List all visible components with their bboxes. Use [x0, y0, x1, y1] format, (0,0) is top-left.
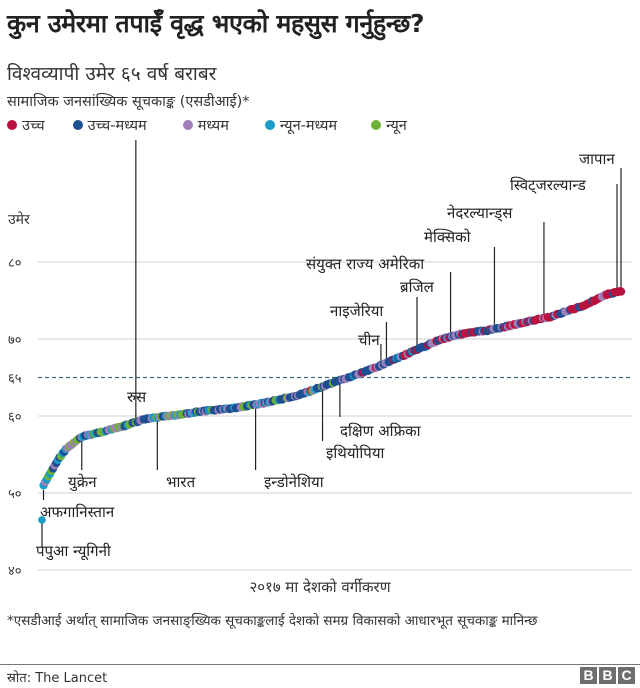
source-text: स्रोत: The Lancet: [7, 671, 108, 686]
footnote: *एसडीआई अर्थात् सामाजिक जनसाङ्ख्यिक सूचक…: [7, 613, 538, 629]
country-label: ब्रजिल: [400, 278, 435, 296]
y-tick-label: ६५: [8, 372, 22, 387]
legend-label: न्यून: [386, 118, 407, 134]
country-label: रुस: [127, 388, 147, 406]
gridlines: [38, 261, 632, 571]
legend-dot-icon: [182, 120, 193, 130]
legend-item-middle: मध्यम: [182, 115, 229, 135]
y-tick-label: ८०: [8, 256, 22, 271]
bbc-logo: B B C: [580, 667, 637, 684]
legend-item-high-middle: उच्च-मध्यम: [72, 115, 147, 135]
legend-item-low-middle: न्यून-मध्यम: [264, 115, 338, 135]
y-tick-label: ६०: [8, 410, 22, 425]
x-axis-label: २०१७ मा देशको वर्गीकरण: [249, 578, 391, 596]
annotation-leader-lines: [41, 140, 622, 548]
country-label: पपुआ न्यूगिनी: [36, 542, 112, 561]
chart-title: कुन उमेरमा तपाईँ वृद्ध भएको महसुस गर्नुह…: [7, 9, 425, 38]
country-label: मेक्सिको: [424, 228, 472, 246]
legend-dot-icon: [371, 120, 382, 130]
y-tick-label: ५०: [8, 487, 22, 502]
legend-item-high: उच्च: [7, 115, 45, 135]
y-tick-label: ७०: [8, 333, 22, 348]
country-label: संयुक्त राज्य अमेरिका: [306, 255, 425, 274]
legend-label: उच्च: [22, 118, 45, 134]
country-label: इन्डोनेशिया: [264, 473, 325, 491]
chart-subtitle: विश्वव्यापी उमेर ६५ वर्ष बराबर: [7, 63, 217, 85]
legend-label: न्यून-मध्यम: [279, 118, 338, 134]
chart-legend-heading: सामाजिक जनसांख्यिक सूचकाङ्क (एसडीआई)*: [7, 94, 250, 110]
bbc-logo-letter: C: [618, 667, 635, 684]
country-label: स्विट्जरल्यान्ड: [510, 176, 587, 194]
y-tick-label: ४०: [8, 564, 22, 579]
y-axis-label: उमेर: [8, 211, 30, 228]
country-label: अफगानिस्तान: [40, 503, 115, 521]
annotation-labels: पपुआ न्यूगिनी अफगानिस्तान युक्रेन रुस भारत इन…: [36, 150, 615, 561]
footer-divider: [0, 664, 640, 665]
legend-dot-icon: [264, 120, 275, 130]
legend-dot-icon: [7, 120, 17, 130]
bbc-logo-letter: B: [580, 667, 597, 684]
legend-label: मध्यम: [197, 118, 229, 134]
country-label: युक्रेन: [68, 473, 97, 492]
country-label: नाइजेरिया: [330, 302, 384, 320]
data-point: [616, 287, 626, 296]
y-axis: ४० ५० ६० ६५ ७० ८० उमेर: [8, 211, 30, 579]
country-label: नेदरल्यान्ड्स: [447, 204, 513, 222]
legend-item-low: न्यून: [371, 115, 407, 135]
country-label: दक्षिण अफ्रिका: [340, 422, 422, 440]
data-points: [38, 287, 626, 524]
country-label: चीन: [358, 331, 380, 349]
country-label: इथियोपिया: [326, 444, 386, 462]
country-label: भारत: [166, 473, 196, 491]
legend-label: उच्च-मध्यम: [87, 118, 147, 134]
scatter-chart: ४० ५० ६० ६५ ७० ८० उमेर पपुआ न्यूगिनी अफगानिस्ता…: [8, 140, 632, 579]
data-point: [38, 516, 46, 524]
legend: उच्च उच्च-मध्यम मध्यम न्यून-मध्यम न्यून: [7, 115, 425, 135]
legend-dot-icon: [72, 120, 83, 130]
country-label: जापान: [579, 150, 615, 168]
bbc-logo-letter: B: [599, 667, 616, 684]
